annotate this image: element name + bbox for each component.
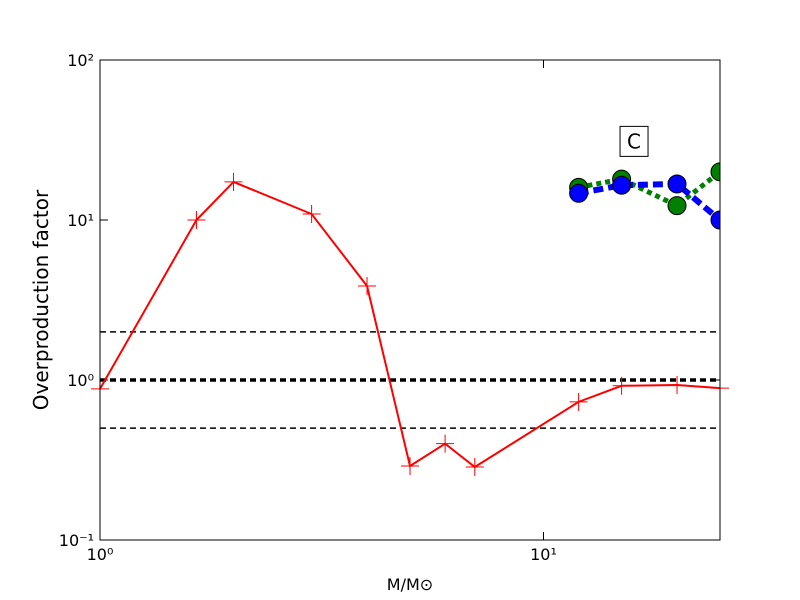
marker: [668, 376, 687, 395]
marker: [710, 210, 720, 230]
marker: [612, 175, 632, 195]
marker: [358, 276, 377, 295]
x-axis-label: M/M⊙: [387, 575, 433, 594]
x-tick-label: 10¹: [530, 545, 557, 564]
annotation: C: [627, 129, 641, 153]
y-tick-label: 10¹: [67, 211, 94, 230]
series-line: [100, 180, 720, 469]
x-tick-label: 10⁰: [87, 545, 114, 564]
marker: [710, 162, 720, 182]
marker: [436, 434, 455, 453]
marker: [224, 172, 243, 191]
marker: [667, 174, 687, 194]
marker: [401, 457, 419, 476]
marker: [187, 211, 206, 229]
marker: [569, 183, 589, 203]
marker: [302, 205, 321, 224]
annotation-box: [619, 125, 649, 157]
plot-frame: [99, 59, 721, 541]
series-line: [578, 180, 720, 223]
y-tick-label: 10²: [67, 51, 94, 70]
marker: [612, 376, 631, 395]
y-tick-label: 10⁻¹: [59, 531, 94, 550]
marker: [569, 392, 588, 411]
series-line: [578, 169, 720, 209]
marker: [667, 196, 687, 216]
y-tick-label: 10⁰: [67, 371, 94, 390]
marker: [465, 457, 484, 476]
y-axis-label: Overproduction factor: [29, 189, 53, 410]
